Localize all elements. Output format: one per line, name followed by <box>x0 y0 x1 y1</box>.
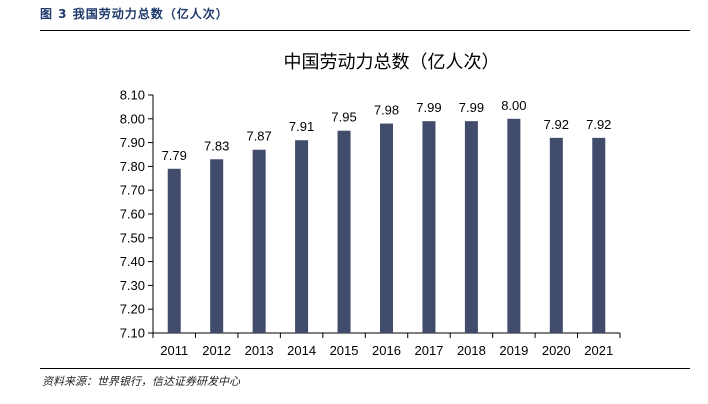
y-tick-label: 8.10 <box>120 88 145 103</box>
data-label: 8.00 <box>501 98 526 113</box>
bar-2020 <box>549 137 563 333</box>
x-tick-label: 2021 <box>584 343 613 358</box>
data-label: 7.99 <box>459 100 484 115</box>
bar-2017 <box>422 121 436 334</box>
data-label: 7.92 <box>544 117 569 132</box>
bottom-divider <box>40 368 690 369</box>
figure-caption: 图 3 我国劳动力总数（亿人次） <box>40 7 229 21</box>
x-tick-label: 2019 <box>499 343 528 358</box>
y-tick-label: 7.40 <box>120 254 145 269</box>
source-note: 资料来源：世界银行，信达证券研发中心 <box>42 375 240 388</box>
bar-2014 <box>295 140 309 333</box>
x-tick-label: 2013 <box>245 343 274 358</box>
bar-2015 <box>337 130 351 333</box>
x-tick-label: 2015 <box>330 343 359 358</box>
x-tick-label: 2017 <box>414 343 443 358</box>
data-labels: 7.79 7.83 7.87 7.91 7.95 7.98 7.99 7.99 8.00 7.92… <box>162 98 612 163</box>
y-tick-label: 7.90 <box>120 135 145 150</box>
y-tick-label: 7.20 <box>120 302 145 317</box>
y-tick-label: 8.00 <box>120 111 145 126</box>
x-tick-label: 2020 <box>542 343 571 358</box>
y-tick-label: 7.50 <box>120 230 145 245</box>
bar-2016 <box>380 123 393 333</box>
x-tick-label: 2018 <box>457 343 486 358</box>
x-tick-label: 2014 <box>287 343 316 358</box>
y-tick-label: 7.70 <box>120 183 145 198</box>
bar-2013 <box>252 149 266 333</box>
data-label: 7.87 <box>246 129 271 144</box>
x-tick-label: 2011 <box>160 343 188 358</box>
bar-2011 <box>167 168 181 333</box>
bars <box>167 118 606 334</box>
y-axis: 7.10 7.20 7.30 7.40 7.50 7.60 7.70 7.80 7.90 8.00… <box>120 88 154 341</box>
data-label: 7.91 <box>289 119 314 134</box>
bar-2012 <box>210 159 224 333</box>
data-label: 7.98 <box>374 103 399 118</box>
bar-2018 <box>464 121 478 334</box>
bar-2021 <box>592 137 606 333</box>
x-axis: 2011 2012 2013 2014 2015 2016 2017 2018 2019 2020… <box>152 332 621 358</box>
y-tick-label: 7.60 <box>120 207 145 222</box>
data-label: 7.79 <box>162 148 187 163</box>
x-tick-label: 2016 <box>372 343 401 358</box>
bar-2019 <box>507 118 521 333</box>
data-label: 7.92 <box>586 117 611 132</box>
data-label: 7.95 <box>331 110 356 125</box>
x-tick-label: 2012 <box>202 343 231 358</box>
top-divider <box>40 30 690 31</box>
data-label: 7.99 <box>416 100 441 115</box>
data-label: 7.83 <box>204 138 229 153</box>
chart-title: 中国劳动力总数（亿人次） <box>284 52 500 73</box>
y-tick-label: 7.80 <box>120 159 145 174</box>
y-tick-label: 7.30 <box>120 278 145 293</box>
y-tick-label: 7.10 <box>120 326 145 341</box>
